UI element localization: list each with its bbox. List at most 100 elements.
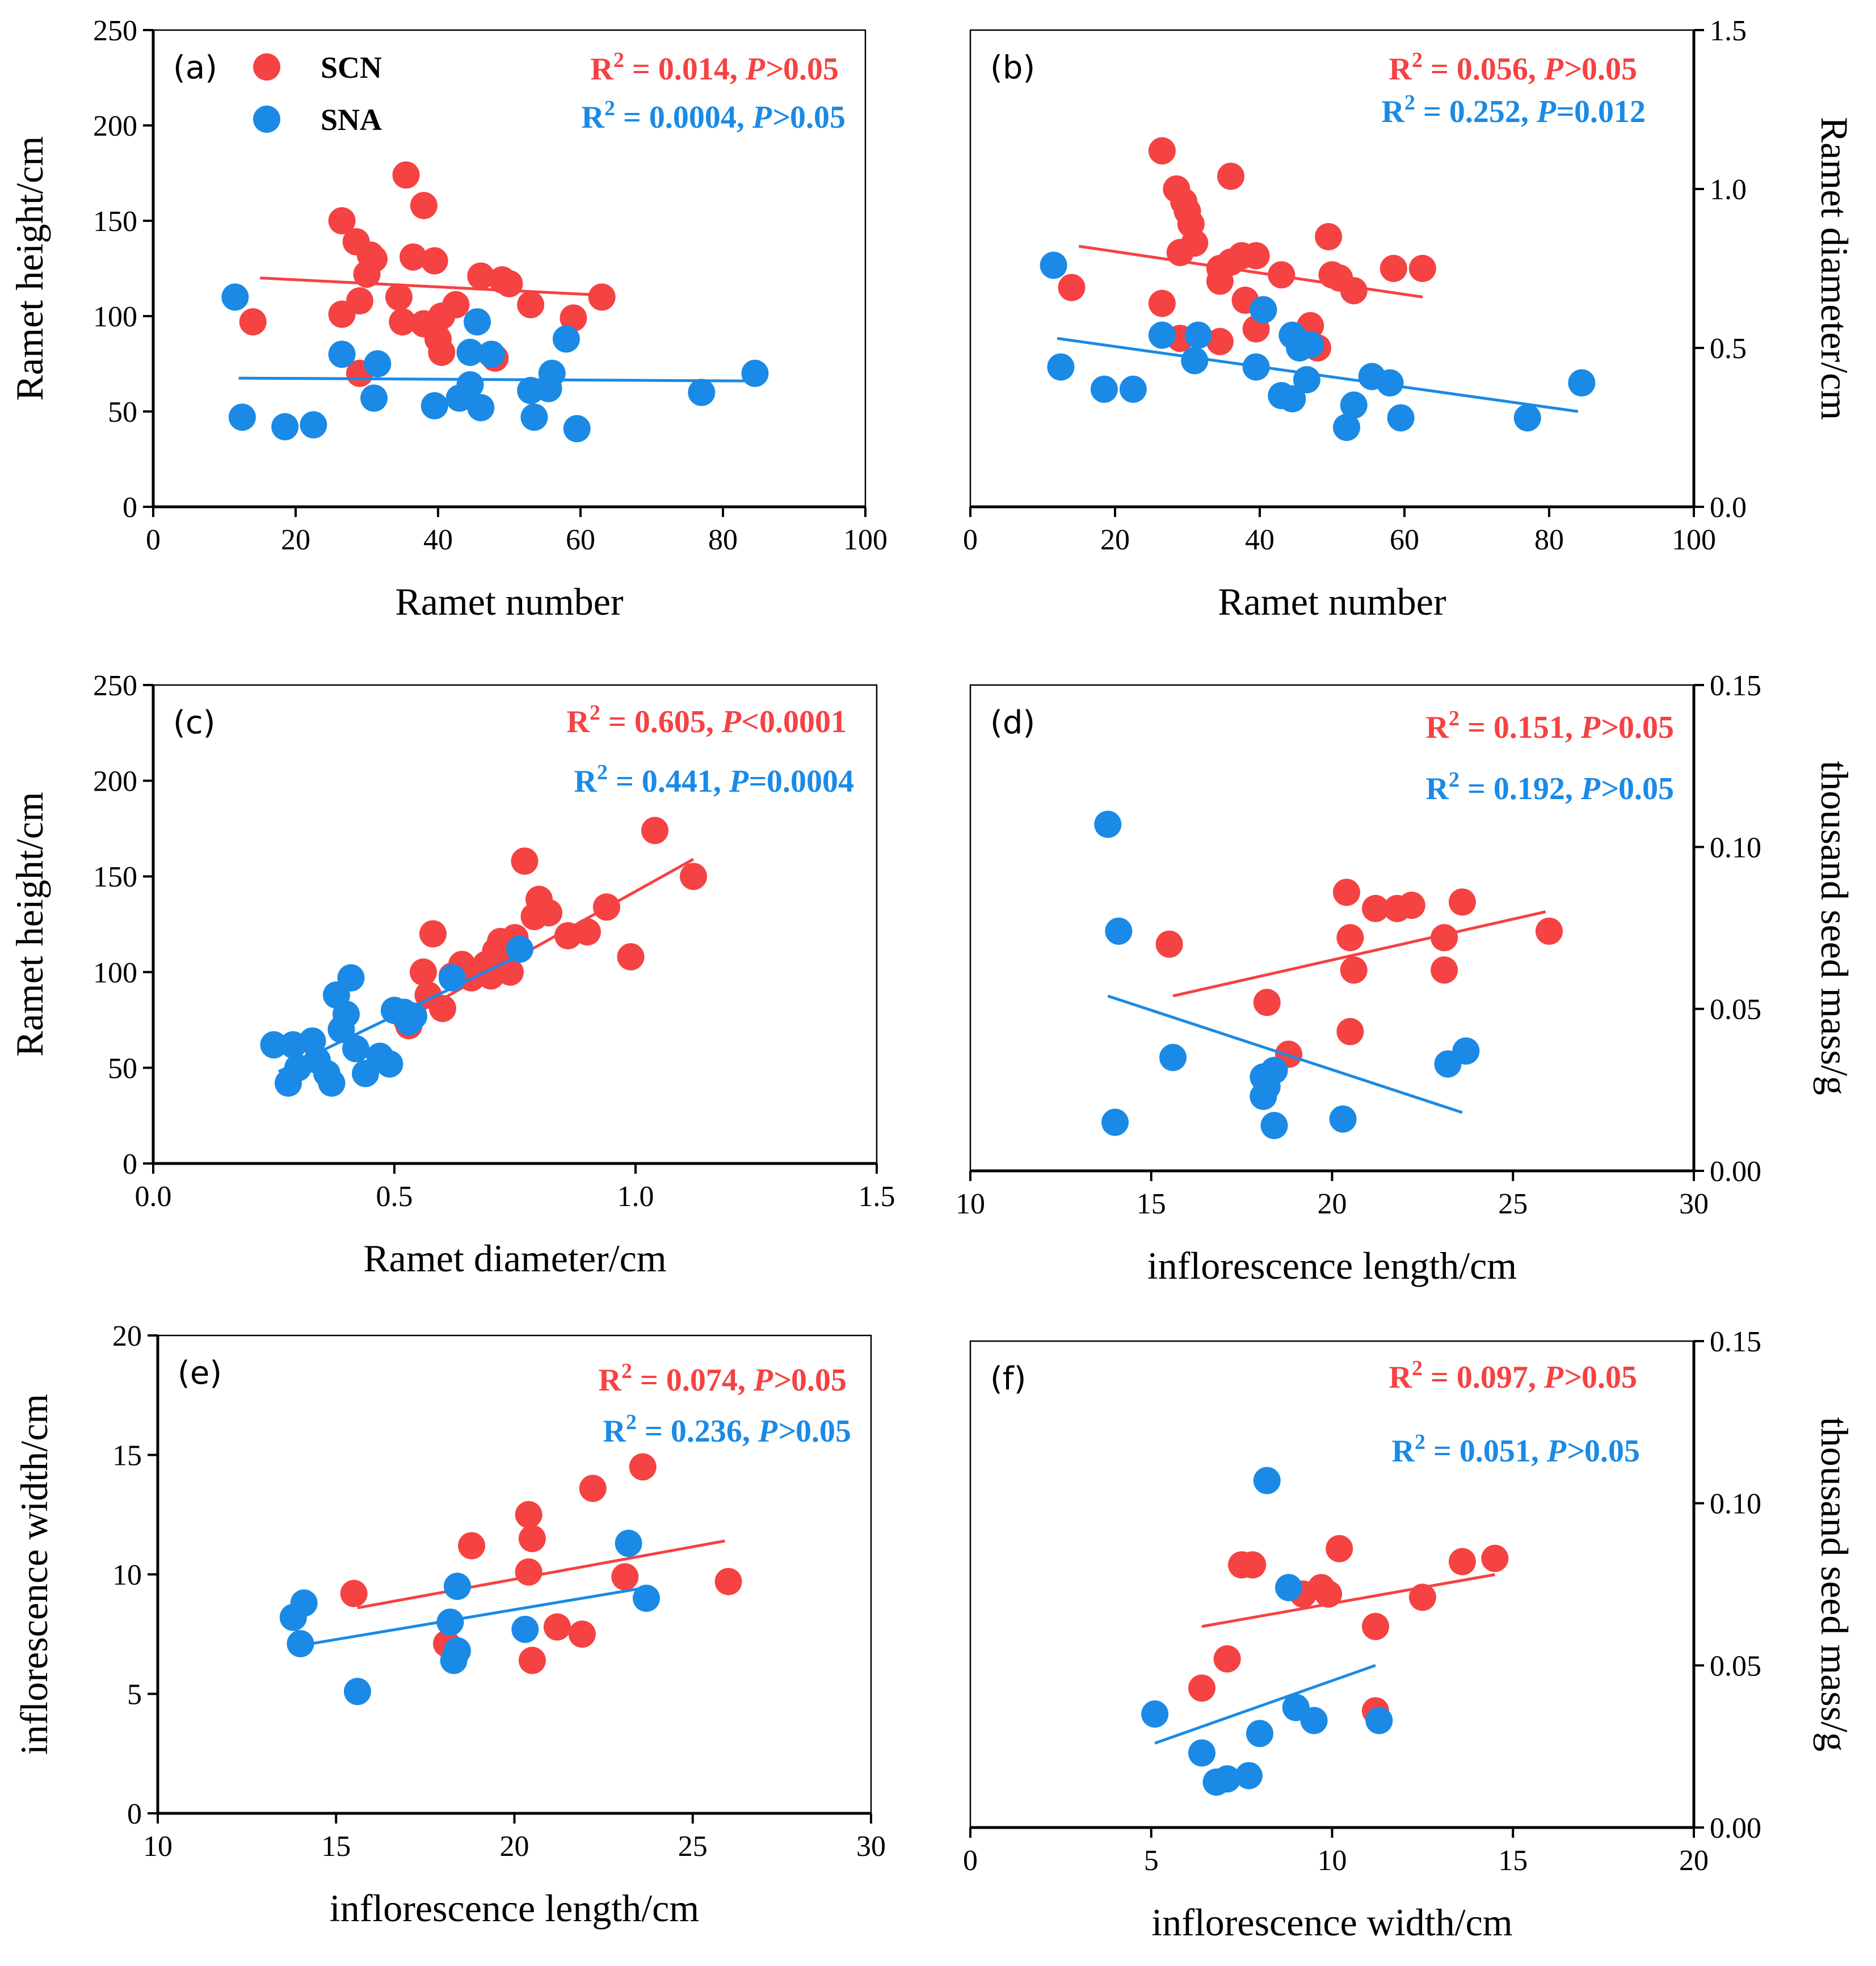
fit-line-scn bbox=[1172, 910, 1546, 998]
panel-a: 0 20 40 60 80 100 0 50 100 150 200 250 Ramet number R… bbox=[8, 15, 887, 623]
series-sna bbox=[279, 1530, 661, 1705]
data-point-sna bbox=[1213, 1765, 1241, 1793]
data-point-sna bbox=[436, 1608, 464, 1636]
x-tick-label: 15 bbox=[1137, 1188, 1166, 1220]
x-tick-label: 80 bbox=[708, 524, 738, 556]
data-point-sna bbox=[327, 1015, 355, 1043]
data-point-scn bbox=[1336, 1018, 1364, 1045]
data-point-sna bbox=[478, 341, 506, 368]
data-point-sna bbox=[1040, 251, 1067, 279]
series-sna bbox=[1040, 251, 1596, 441]
data-point-sna bbox=[506, 935, 533, 963]
y-tick-label: 50 bbox=[108, 1052, 137, 1085]
panel-c: 0.0 0.5 1.0 1.5 0 50 100 150 200 250 Ramet diamete… bbox=[8, 670, 895, 1280]
data-point-sna bbox=[279, 1031, 307, 1058]
series-scn bbox=[239, 161, 616, 387]
y-tick-label: 0 bbox=[127, 1798, 142, 1830]
data-point-sna bbox=[464, 308, 491, 336]
data-point-sna bbox=[467, 394, 495, 422]
y-tick-label: 100 bbox=[93, 301, 137, 333]
data-point-sna bbox=[741, 359, 769, 387]
data-point-scn bbox=[1315, 1580, 1343, 1608]
data-point-sna bbox=[552, 325, 580, 353]
data-point-sna bbox=[290, 1589, 318, 1617]
data-point-scn bbox=[579, 1474, 607, 1502]
y-axis-title: thousand seed mass/g bbox=[1813, 1417, 1856, 1751]
data-point-sna bbox=[328, 341, 356, 368]
fit-line-sna bbox=[296, 1587, 640, 1648]
data-point-sna bbox=[1246, 1720, 1273, 1747]
x-axis-title: inflorescence width/cm bbox=[1151, 1901, 1512, 1944]
data-point-sna bbox=[1260, 1057, 1288, 1085]
x-tick-label: 25 bbox=[1498, 1188, 1528, 1220]
x-tick-label: 1.0 bbox=[617, 1181, 654, 1213]
data-point-sna bbox=[1250, 1082, 1277, 1110]
fit-line-sna bbox=[1057, 337, 1579, 413]
data-point-sna bbox=[1141, 1700, 1169, 1728]
data-point-sna bbox=[1047, 353, 1075, 381]
x-axis-title: Ramet number bbox=[395, 580, 624, 623]
stat-annotation-sna: R2 = 0.051, P>0.05 bbox=[1391, 1430, 1640, 1469]
data-point-sna bbox=[1094, 810, 1122, 838]
data-point-scn bbox=[495, 270, 523, 297]
data-point-scn bbox=[518, 1646, 546, 1674]
data-point-scn bbox=[360, 245, 388, 273]
y-tick-label: 0.15 bbox=[1710, 670, 1761, 702]
x-tick-label: 5 bbox=[1144, 1845, 1159, 1877]
data-point-sna bbox=[420, 392, 448, 419]
data-point-scn bbox=[1362, 894, 1389, 922]
panel-label: (a) bbox=[173, 49, 217, 86]
y-tick-label: 1.5 bbox=[1710, 15, 1747, 47]
data-point-sna bbox=[1105, 917, 1133, 945]
data-point-scn bbox=[1379, 255, 1407, 282]
data-point-scn bbox=[328, 207, 356, 234]
panel-f: 0 5 10 15 200.00 0.05 0.10 0.15 inflorescence wi… bbox=[963, 1326, 1856, 1944]
data-point-scn bbox=[1326, 1535, 1353, 1562]
y-tick-label: 0.00 bbox=[1710, 1156, 1761, 1188]
data-point-sna bbox=[1297, 331, 1324, 359]
y-axis-title: thousand seed mass/g bbox=[1813, 761, 1856, 1095]
y-tick-label: 15 bbox=[112, 1440, 142, 1472]
data-point-sna bbox=[1148, 321, 1176, 349]
data-point-sna bbox=[287, 1630, 314, 1658]
data-point-scn bbox=[467, 262, 495, 290]
x-tick-label: 60 bbox=[1390, 524, 1419, 556]
y-axis-title: Ramet height/cm bbox=[8, 792, 51, 1056]
x-tick-label: 20 bbox=[1100, 524, 1130, 556]
data-point-scn bbox=[1217, 162, 1244, 190]
x-axis-title: inflorescence length/cm bbox=[330, 1887, 699, 1930]
data-point-sna bbox=[221, 283, 249, 311]
data-point-sna bbox=[271, 413, 299, 440]
data-point-scn bbox=[410, 192, 438, 220]
data-point-sna bbox=[538, 359, 566, 387]
data-point-sna bbox=[318, 1069, 346, 1097]
plot-frame bbox=[969, 684, 1695, 1172]
panel-label: (b) bbox=[990, 49, 1035, 86]
data-point-scn bbox=[1058, 274, 1086, 301]
data-point-scn bbox=[611, 1563, 639, 1591]
y-tick-label: 20 bbox=[112, 1320, 142, 1352]
data-point-scn bbox=[1239, 1551, 1267, 1579]
data-point-scn bbox=[641, 817, 668, 845]
data-point-scn bbox=[588, 283, 616, 311]
data-point-sna bbox=[633, 1585, 661, 1612]
data-point-sna bbox=[1365, 1707, 1393, 1734]
stat-annotation-sna: R2 = 0.0004, P>0.05 bbox=[581, 96, 846, 135]
data-point-scn bbox=[239, 308, 267, 336]
data-point-scn bbox=[428, 338, 456, 366]
data-point-sna bbox=[1452, 1037, 1480, 1065]
data-point-sna bbox=[1513, 404, 1541, 432]
data-point-scn bbox=[520, 903, 548, 931]
data-point-scn bbox=[517, 291, 545, 318]
y-axis-title: Ramet height/cm bbox=[8, 136, 51, 401]
data-point-scn bbox=[1253, 989, 1281, 1016]
data-point-sna bbox=[1293, 366, 1320, 393]
data-point-sna bbox=[563, 415, 591, 443]
data-point-sna bbox=[395, 1008, 423, 1036]
stat-annotation-sna: R2 = 0.236, P>0.05 bbox=[603, 1410, 851, 1449]
y-tick-label: 0.15 bbox=[1710, 1326, 1761, 1358]
legend-label-scn: SCN bbox=[321, 51, 382, 85]
panel-label: (f) bbox=[990, 1360, 1026, 1397]
